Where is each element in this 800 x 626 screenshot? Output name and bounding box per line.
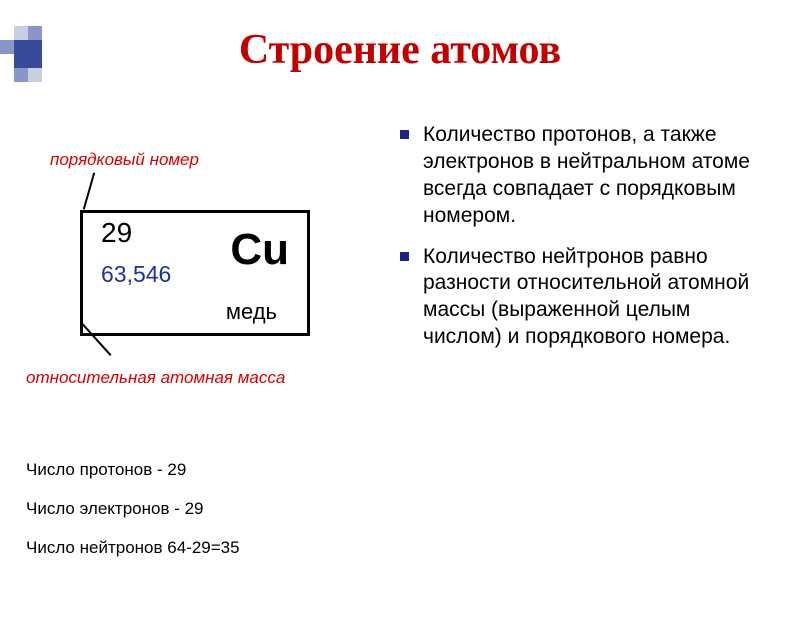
deco-square <box>28 68 42 82</box>
deco-square <box>14 68 28 82</box>
element-cell: 29 Cu 63,546 медь <box>80 210 310 336</box>
deco-square <box>14 26 28 40</box>
deco-square <box>0 40 14 54</box>
element-diagram: порядковый номер 29 Cu 63,546 медь относ… <box>20 150 390 410</box>
ordinal-label: порядковый номер <box>50 150 199 170</box>
deco-square <box>28 26 42 40</box>
content-row: порядковый номер 29 Cu 63,546 медь относ… <box>0 100 800 567</box>
bullet-text: Количество протонов, а также электронов … <box>423 122 770 230</box>
electron-count: Число электронов - 29 <box>26 489 390 528</box>
slide-title: Строение атомов <box>0 26 800 74</box>
bullet-item: Количество нейтронов равно разности отно… <box>400 244 770 352</box>
counts-block: Число протонов - 29 Число электронов - 2… <box>20 450 390 567</box>
atomic-number: 29 <box>101 217 132 249</box>
right-column: Количество протонов, а также электронов … <box>390 100 770 567</box>
bullet-text: Количество нейтронов равно разности отно… <box>423 244 770 352</box>
element-name: медь <box>226 299 277 325</box>
bullet-item: Количество протонов, а также электронов … <box>400 122 770 230</box>
mass-label: относительная атомная масса <box>26 368 285 388</box>
ordinal-pointer-line <box>83 172 95 209</box>
proton-count: Число протонов - 29 <box>26 450 390 489</box>
atomic-mass: 63,546 <box>101 261 171 288</box>
neutron-count: Число нейтронов 64-29=35 <box>26 528 390 567</box>
bullet-icon <box>400 130 409 139</box>
bullet-icon <box>400 252 409 261</box>
corner-decoration <box>0 26 56 82</box>
deco-square <box>14 40 42 68</box>
element-symbol: Cu <box>230 225 289 275</box>
left-column: порядковый номер 29 Cu 63,546 медь относ… <box>20 100 390 567</box>
